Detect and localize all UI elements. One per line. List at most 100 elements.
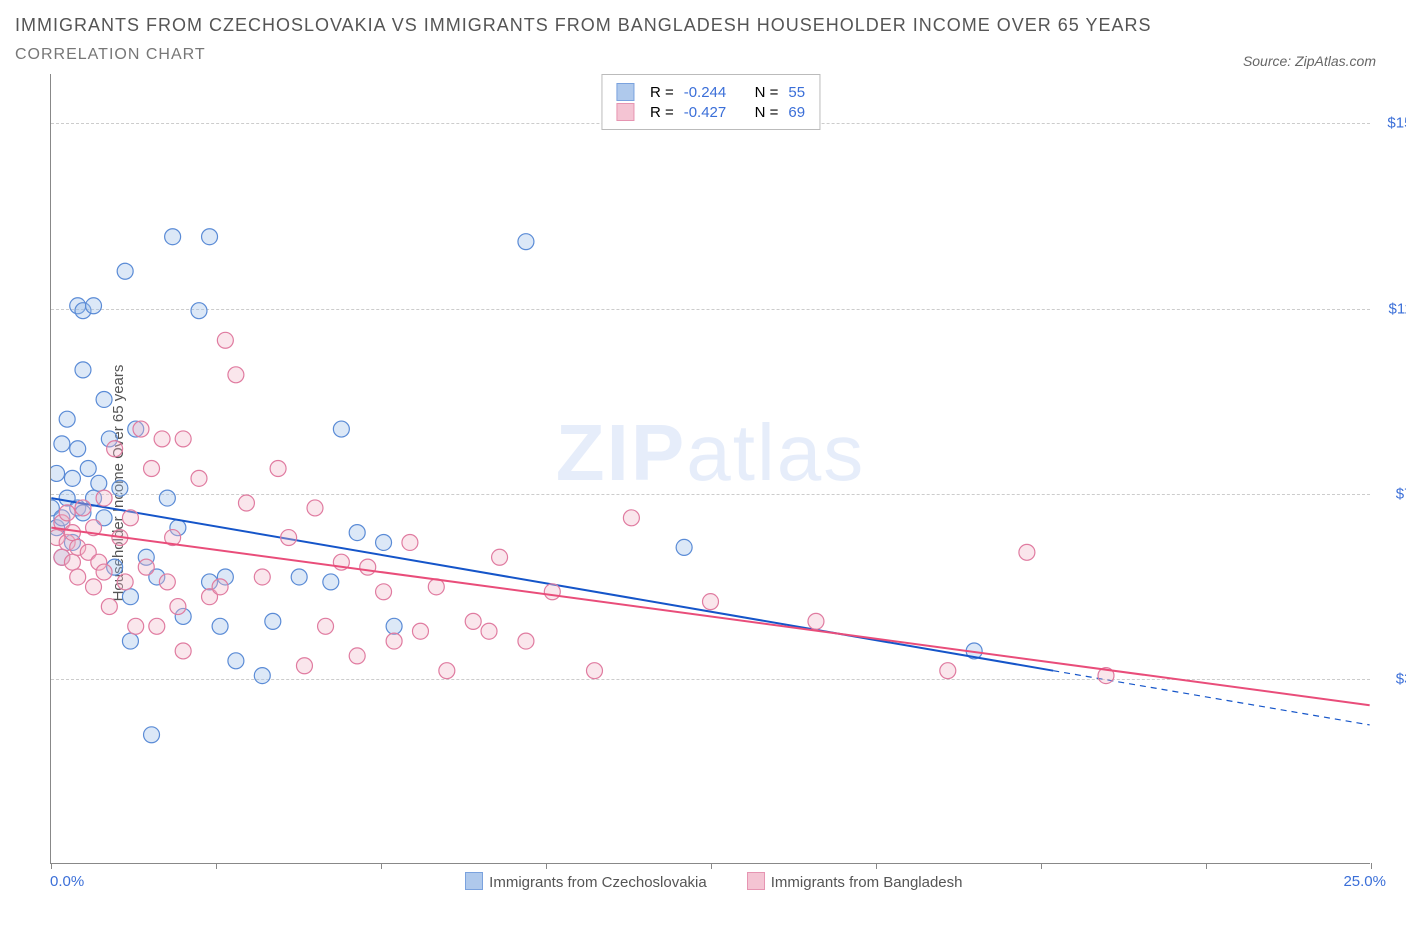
bottom-legend: Immigrants from Czechoslovakia Immigrants… [465, 872, 962, 891]
y-tick-label: $112,500 [1389, 300, 1406, 317]
x-tick [216, 863, 217, 869]
data-point-bangla [623, 510, 639, 526]
stats-n-label: N = [755, 84, 779, 101]
data-point-bangla [228, 367, 244, 383]
x-tick [1371, 863, 1372, 869]
legend-item-czech: Immigrants from Czechoslovakia [465, 872, 707, 891]
x-axis-row: 0.0% Immigrants from CzechoslovakiaImmig… [50, 872, 1386, 891]
regression-line-bangla [51, 528, 1369, 706]
legend-swatch-icon [616, 83, 634, 101]
data-point-czech [117, 263, 133, 279]
stats-row-czech: R =-0.244 N =55 [616, 83, 805, 101]
data-point-bangla [159, 574, 175, 590]
x-axis-min-label: 0.0% [50, 873, 84, 890]
data-point-bangla [412, 623, 428, 639]
data-point-bangla [318, 618, 334, 634]
data-point-bangla [122, 510, 138, 526]
data-point-bangla [59, 505, 75, 521]
data-point-bangla [360, 559, 376, 575]
data-point-bangla [191, 470, 207, 486]
data-point-czech [349, 525, 365, 541]
data-point-bangla [307, 500, 323, 516]
data-point-czech [112, 480, 128, 496]
x-tick [381, 863, 382, 869]
data-point-czech [64, 470, 80, 486]
data-point-czech [80, 461, 96, 477]
data-point-bangla [144, 461, 160, 477]
x-tick [546, 863, 547, 869]
data-point-czech [228, 653, 244, 669]
data-point-bangla [238, 495, 254, 511]
data-point-bangla [1019, 544, 1035, 560]
data-point-czech [191, 303, 207, 319]
data-point-bangla [101, 599, 117, 615]
stats-row-bangla: R =-0.427 N =69 [616, 103, 805, 121]
data-point-bangla [133, 421, 149, 437]
data-point-czech [54, 436, 70, 452]
data-point-czech [518, 234, 534, 250]
data-point-czech [70, 441, 86, 457]
y-tick-label: $37,500 [1396, 670, 1406, 687]
data-point-czech [291, 569, 307, 585]
data-point-czech [165, 229, 181, 245]
stats-n-value: 69 [788, 104, 805, 121]
stats-n-value: 55 [788, 84, 805, 101]
data-point-czech [333, 421, 349, 437]
legend-swatch-icon [465, 872, 483, 890]
data-point-bangla [107, 441, 123, 457]
legend-label: Immigrants from Czechoslovakia [489, 874, 707, 891]
stats-r-value: -0.427 [684, 104, 727, 121]
data-point-czech [122, 589, 138, 605]
data-point-bangla [481, 623, 497, 639]
x-tick [1041, 863, 1042, 869]
data-point-czech [386, 618, 402, 634]
x-tick [711, 863, 712, 869]
data-point-bangla [402, 534, 418, 550]
data-point-bangla [376, 584, 392, 600]
data-point-czech [212, 618, 228, 634]
legend-label: Immigrants from Bangladesh [771, 874, 963, 891]
data-point-bangla [940, 663, 956, 679]
data-point-bangla [349, 648, 365, 664]
data-point-czech [144, 727, 160, 743]
data-point-bangla [149, 618, 165, 634]
data-point-czech [676, 539, 692, 555]
data-point-czech [96, 391, 112, 407]
stats-legend-box: R =-0.244 N =55R =-0.427 N =69 [601, 74, 820, 130]
data-point-bangla [138, 559, 154, 575]
data-point-czech [159, 490, 175, 506]
chart-title: Immigrants from Czechoslovakia vs Immigr… [15, 15, 1152, 36]
data-point-bangla [270, 461, 286, 477]
data-point-czech [376, 534, 392, 550]
data-point-czech [265, 613, 281, 629]
data-point-bangla [64, 554, 80, 570]
data-point-bangla [154, 431, 170, 447]
data-point-bangla [86, 579, 102, 595]
legend-item-bangla: Immigrants from Bangladesh [747, 872, 963, 891]
x-axis-max-label: 25.0% [1343, 873, 1386, 890]
data-point-bangla [586, 663, 602, 679]
data-point-bangla [96, 490, 112, 506]
data-point-bangla [217, 332, 233, 348]
plot-svg [51, 74, 1370, 863]
plot-area: ZIPatlas R =-0.244 N =55R =-0.427 N =69 … [50, 74, 1370, 864]
data-point-bangla [212, 579, 228, 595]
data-point-bangla [175, 431, 191, 447]
data-point-bangla [96, 564, 112, 580]
data-point-bangla [64, 525, 80, 541]
data-point-bangla [75, 500, 91, 516]
y-tick-label: $150,000 [1387, 115, 1406, 132]
source-attribution: Source: ZipAtlas.com [1243, 53, 1376, 69]
data-point-bangla [465, 613, 481, 629]
data-point-bangla [175, 643, 191, 659]
data-point-bangla [117, 574, 133, 590]
data-point-bangla [170, 599, 186, 615]
stats-r-label: R = [650, 84, 674, 101]
data-point-bangla [492, 549, 508, 565]
y-tick-label: $75,000 [1396, 485, 1406, 502]
x-tick [876, 863, 877, 869]
x-tick [51, 863, 52, 869]
data-point-czech [91, 475, 107, 491]
data-point-bangla [544, 584, 560, 600]
data-point-bangla [281, 530, 297, 546]
